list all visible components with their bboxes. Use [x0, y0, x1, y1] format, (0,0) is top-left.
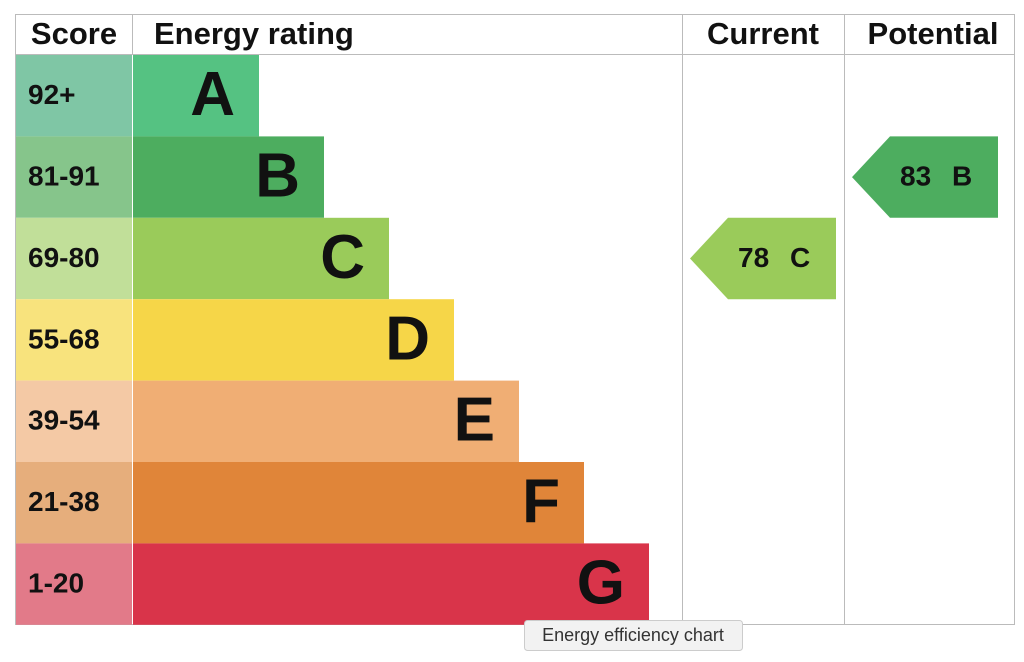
- header: Current: [707, 16, 819, 51]
- score-cell: [16, 543, 132, 625]
- score-label: 92+: [28, 79, 76, 110]
- rating-value: 78: [738, 242, 769, 273]
- band-letter: D: [385, 304, 430, 373]
- band-letter: F: [522, 467, 560, 536]
- score-label: 1-20: [28, 567, 84, 598]
- rating-arrow: [690, 217, 836, 300]
- header: Potential: [868, 16, 999, 51]
- rating-bar: [133, 299, 454, 381]
- rating-bar: [133, 217, 389, 300]
- rating-letter: B: [952, 160, 972, 191]
- score-label: 69-80: [28, 242, 100, 273]
- score-label: 81-91: [28, 160, 100, 191]
- header: Energy rating: [154, 16, 354, 51]
- band-letter: A: [190, 60, 235, 129]
- score-cell: [16, 380, 132, 462]
- rating-arrow: [852, 136, 998, 218]
- tooltip-box: [524, 620, 743, 651]
- score-cell: [16, 299, 132, 381]
- score-label: 55-68: [28, 323, 100, 354]
- band-letter: B: [255, 141, 300, 210]
- score-cell: [16, 462, 132, 544]
- header: Score: [31, 16, 117, 51]
- score-label: 21-38: [28, 486, 100, 517]
- score-cell: [16, 217, 132, 300]
- rating-bar: [133, 543, 649, 625]
- score-cell: [16, 136, 132, 218]
- rating-bar: [133, 462, 584, 544]
- score-cell: [16, 55, 132, 137]
- band-letter: C: [320, 223, 365, 292]
- rating-letter: C: [790, 242, 810, 273]
- rating-bar: [133, 136, 324, 218]
- score-label: 39-54: [28, 405, 100, 436]
- band-letter: G: [577, 548, 625, 617]
- tooltip-text: Energy efficiency chart: [542, 625, 724, 645]
- band-letter: E: [454, 386, 495, 455]
- rating-bar: [133, 380, 519, 462]
- rating-value: 83: [900, 160, 931, 191]
- rating-bar: [133, 55, 259, 137]
